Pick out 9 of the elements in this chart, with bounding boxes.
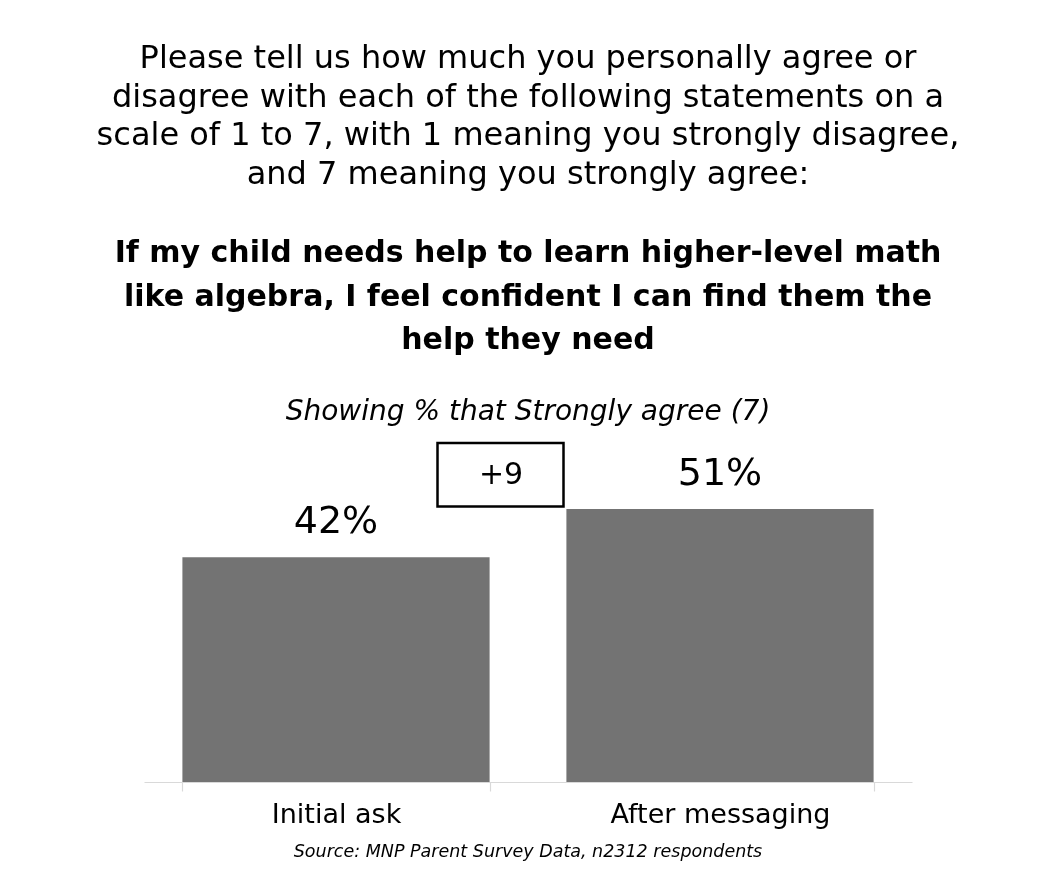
x-tick-label: Initial ask <box>271 797 402 829</box>
source-note: Source: MNP Parent Survey Data, n2312 respondents <box>293 841 763 861</box>
text: Showing % that Strongly agree (7) <box>285 394 771 427</box>
x-tick-label: After messaging <box>610 797 831 829</box>
text: +9 <box>478 456 524 491</box>
chart-title: Please tell us how much you personally agree or disagree with each of the following statements on a scale of 1 to 7, with 1 meaning you strongly disagree, and 7 meaning you strongly agree: <box>96 38 960 192</box>
data-label: 42% <box>293 498 379 543</box>
data-label: 51% <box>677 450 763 494</box>
chart-subtitle: If my child needs help to learn higher-level math like algebra, I feel confident I can find them the help they need <box>114 234 942 356</box>
